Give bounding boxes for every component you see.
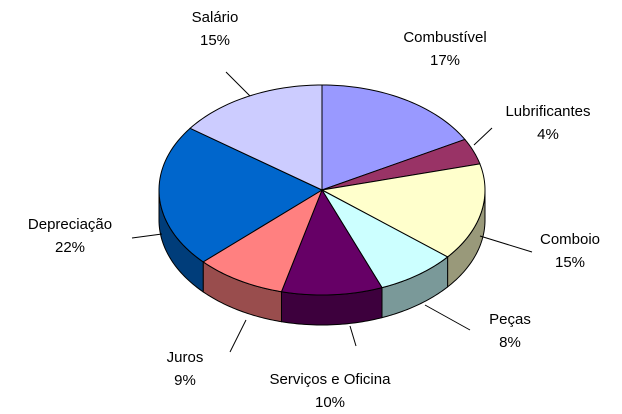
slice [321,84,466,191]
leader-line [424,304,471,331]
slice-label: Comboio [540,231,600,248]
slice [280,188,383,296]
slice-label: Depreciação [28,216,112,233]
slice-label: Serviços e Oficina [270,371,392,388]
slice-label: Juros [167,349,204,366]
leader-line [131,233,163,239]
leader-line [479,235,533,253]
slice-value-label: 8% [499,334,521,351]
leader-line [473,127,493,146]
slice-value-label: 9% [174,372,196,389]
slice-value-label: 10% [315,394,345,411]
slice-value-label: 15% [200,32,230,49]
slice-label: Combustível [403,29,486,46]
leader-line [225,71,251,97]
slice-value-label: 4% [537,126,559,143]
leader-line [229,319,247,353]
slice-label: Salário [192,9,239,26]
leader-line [349,325,357,347]
slice-label: Peças [489,311,531,328]
slice-value-label: 22% [55,239,85,256]
slice-value-label: 17% [430,52,460,69]
slice [158,127,324,263]
slice-label: Lubrificantes [505,103,590,120]
slice [321,138,481,191]
slice [202,188,324,293]
slice [320,163,486,258]
slice [189,84,323,191]
slice [320,188,449,289]
slice-value-label: 15% [555,254,585,271]
